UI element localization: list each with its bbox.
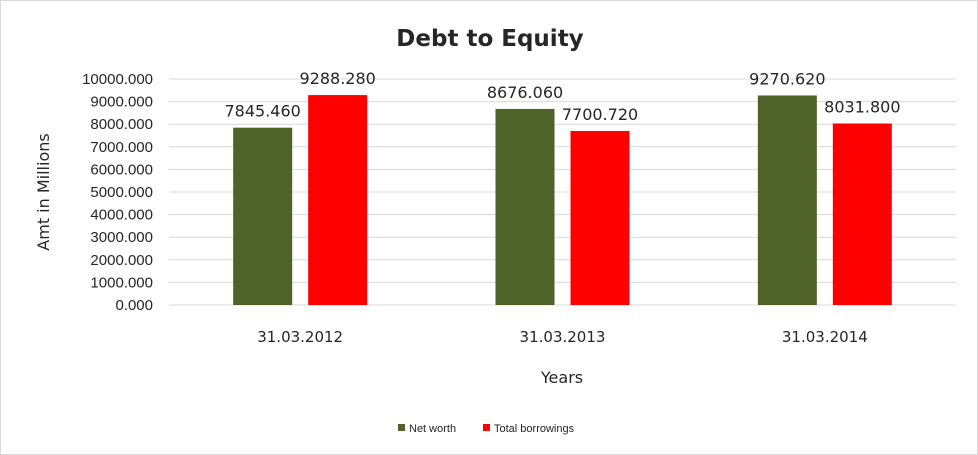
legend-label: Net worth (409, 423, 456, 435)
bar-total-borrowings (570, 130, 630, 305)
data-label: 9288.280 (299, 69, 375, 88)
data-label: 7700.720 (562, 105, 638, 124)
legend-swatch (483, 424, 490, 431)
legend-swatch (398, 424, 405, 431)
y-tick-label: 9000.000 (90, 94, 153, 111)
y-tick-label: 2000.000 (90, 252, 153, 269)
bar-net-worth (233, 127, 293, 306)
x-tick-label: 31.03.2012 (257, 328, 343, 346)
y-axis-ticks: 0.000 1000.000 2000.000 3000.000 4000.000 500… (82, 71, 153, 314)
y-tick-label: 7000.000 (90, 139, 153, 156)
legend-label: Total borrowings (494, 423, 575, 435)
bar-total-borrowings (832, 123, 892, 305)
bar-total-borrowings (308, 95, 368, 305)
data-label: 8031.800 (824, 97, 900, 116)
y-tick-label: 0.000 (115, 297, 153, 314)
y-tick-label: 3000.000 (90, 229, 153, 246)
x-tick-label: 31.03.2013 (520, 328, 606, 346)
data-labels: 7845.460 9288.280 8676.060 7700.720 9270.620… (224, 69, 900, 124)
y-tick-label: 4000.000 (90, 207, 153, 224)
x-axis-label: Years (540, 368, 583, 387)
y-tick-label: 8000.000 (90, 116, 153, 133)
y-axis-label: Amt in Millions (34, 133, 53, 250)
bars (233, 95, 892, 306)
y-tick-label: 10000.000 (82, 71, 153, 88)
bar-net-worth (495, 108, 555, 305)
gridlines (169, 78, 956, 306)
x-tick-label: 31.03.2014 (782, 328, 868, 346)
y-tick-label: 6000.000 (90, 161, 153, 178)
data-label: 9270.620 (749, 69, 825, 88)
chart-title: Debt to Equity (396, 26, 583, 52)
data-label: 7845.460 (224, 102, 300, 121)
y-tick-label: 1000.000 (90, 274, 153, 291)
bar-net-worth (757, 95, 817, 306)
legend: Net worth Total borrowings (398, 423, 575, 435)
x-axis-ticks: 31.03.2012 31.03.2013 31.03.2014 (257, 328, 868, 346)
data-label: 8676.060 (487, 83, 563, 102)
y-tick-label: 5000.000 (90, 184, 153, 201)
